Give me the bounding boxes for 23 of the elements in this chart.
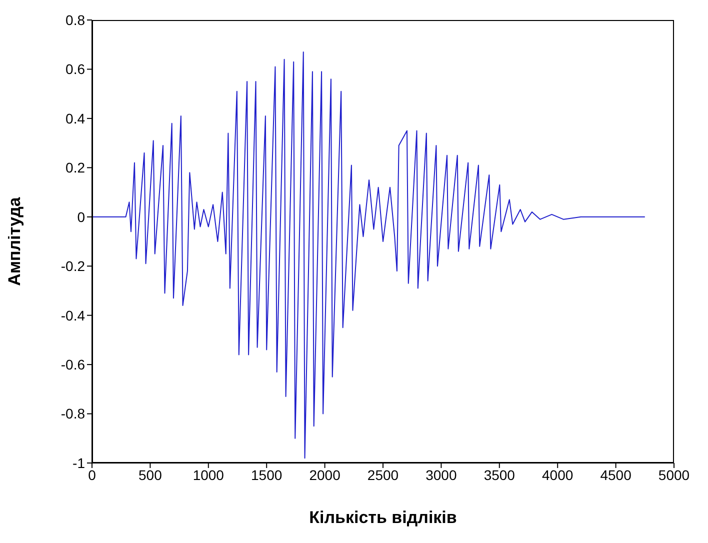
x-tick-label: 0 [88,466,96,483]
x-tick-label: 1000 [192,466,224,483]
y-tick-label: -1 [72,454,86,471]
y-tick-label: 0.4 [66,110,86,126]
y-tick-label: -0.2 [60,258,86,274]
x-axis-title: Кількість відліків [309,508,457,527]
x-tick-label: 4000 [542,466,574,483]
y-tick-label: -0.6 [60,356,86,373]
x-tick-label: 2500 [367,466,399,483]
x-tick-label: 5000 [658,466,690,483]
x-tick-label: 1500 [251,466,282,483]
y-tick-label: 0.2 [66,160,86,176]
x-tick-label: 2000 [309,466,341,483]
x-tick-label: 500 [138,466,162,483]
y-tick-label: -0.8 [60,406,86,422]
y-tick-label: -0.4 [60,307,86,324]
x-tick-label: 4500 [600,466,632,483]
y-tick-label: 0 [77,208,86,225]
y-tick-label: 0.6 [66,61,86,78]
y-tick-label: 0.8 [66,12,86,28]
x-tick-label: 3000 [426,466,457,483]
x-tick-label: 3500 [484,466,516,483]
y-axis-title: Амплітуда [5,196,24,286]
